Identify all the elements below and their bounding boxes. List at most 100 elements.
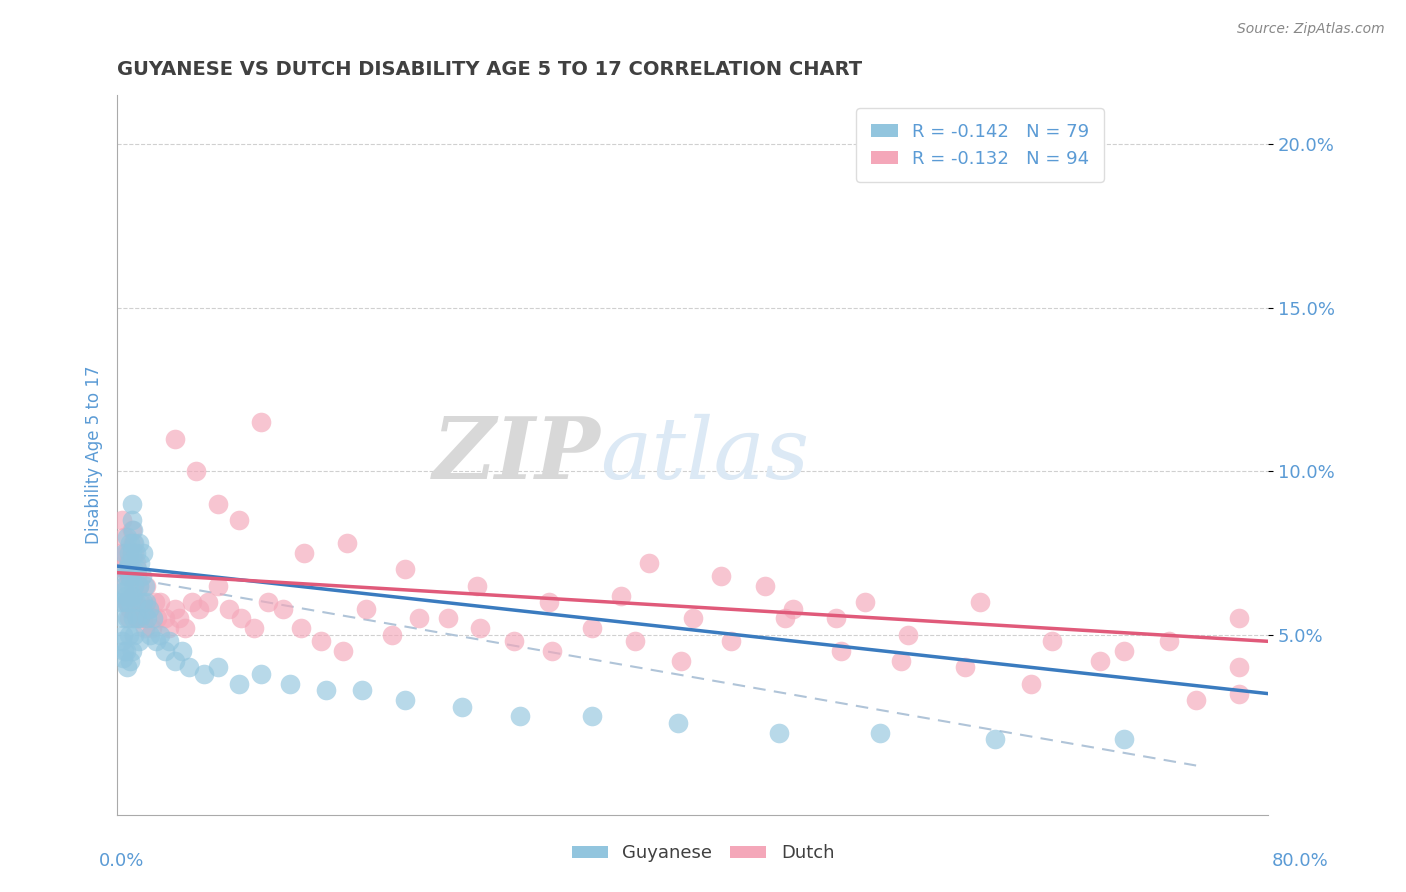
Point	[131, 569, 153, 583]
Point	[138, 601, 160, 615]
Point	[117, 530, 139, 544]
Point	[830, 644, 852, 658]
Point	[157, 634, 180, 648]
Point	[108, 595, 131, 609]
Point	[292, 546, 315, 560]
Point	[134, 579, 156, 593]
Text: atlas: atlas	[600, 414, 810, 496]
Point	[134, 621, 156, 635]
Point	[153, 611, 176, 625]
Point	[118, 546, 141, 560]
Point	[112, 530, 135, 544]
Point	[465, 579, 488, 593]
Point	[394, 562, 416, 576]
Point	[117, 595, 139, 609]
Point	[1227, 611, 1250, 625]
Point	[179, 660, 201, 674]
Point	[111, 562, 134, 576]
Point	[114, 562, 136, 576]
Point	[451, 699, 474, 714]
Point	[122, 589, 145, 603]
Point	[897, 628, 920, 642]
Point	[117, 611, 139, 625]
Point	[111, 628, 134, 642]
Point	[127, 569, 149, 583]
Point	[682, 611, 704, 625]
Point	[720, 634, 742, 648]
Point	[666, 716, 689, 731]
Point	[131, 601, 153, 615]
Point	[111, 650, 134, 665]
Point	[1227, 687, 1250, 701]
Point	[118, 569, 141, 583]
Point	[953, 660, 976, 674]
Point	[163, 654, 186, 668]
Point	[135, 595, 157, 609]
Point	[228, 677, 250, 691]
Point	[1185, 693, 1208, 707]
Point	[207, 497, 229, 511]
Point	[1114, 644, 1136, 658]
Point	[139, 628, 162, 642]
Point	[124, 579, 146, 593]
Point	[197, 595, 219, 609]
Text: GUYANESE VS DUTCH DISABILITY AGE 5 TO 17 CORRELATION CHART: GUYANESE VS DUTCH DISABILITY AGE 5 TO 17…	[117, 60, 862, 78]
Point	[118, 611, 141, 625]
Point	[394, 693, 416, 707]
Point	[503, 634, 526, 648]
Point	[153, 644, 176, 658]
Point	[117, 660, 139, 674]
Point	[121, 644, 143, 658]
Point	[121, 513, 143, 527]
Point	[114, 589, 136, 603]
Point	[669, 654, 692, 668]
Point	[124, 628, 146, 642]
Text: 80.0%: 80.0%	[1272, 852, 1329, 870]
Point	[118, 556, 141, 570]
Point	[278, 677, 301, 691]
Point	[122, 523, 145, 537]
Point	[108, 546, 131, 560]
Point	[128, 634, 150, 648]
Point	[768, 726, 790, 740]
Point	[983, 732, 1005, 747]
Point	[121, 497, 143, 511]
Text: ZIP: ZIP	[433, 413, 600, 497]
Point	[120, 595, 142, 609]
Point	[243, 621, 266, 635]
Point	[350, 683, 373, 698]
Point	[193, 667, 215, 681]
Point	[1157, 634, 1180, 648]
Point	[890, 654, 912, 668]
Point	[163, 432, 186, 446]
Point	[136, 611, 159, 625]
Point	[1114, 732, 1136, 747]
Point	[121, 523, 143, 537]
Point	[207, 660, 229, 674]
Point	[825, 611, 848, 625]
Point	[112, 546, 135, 560]
Point	[354, 601, 377, 615]
Point	[173, 621, 195, 635]
Point	[129, 556, 152, 570]
Point	[853, 595, 876, 609]
Point	[581, 621, 603, 635]
Point	[188, 601, 211, 615]
Point	[125, 556, 148, 570]
Point	[122, 562, 145, 576]
Point	[125, 595, 148, 609]
Point	[624, 634, 647, 648]
Point	[754, 579, 776, 593]
Text: 0.0%: 0.0%	[98, 852, 143, 870]
Point	[124, 536, 146, 550]
Point	[111, 611, 134, 625]
Point	[120, 654, 142, 668]
Point	[121, 589, 143, 603]
Point	[332, 644, 354, 658]
Point	[128, 536, 150, 550]
Point	[773, 611, 796, 625]
Point	[120, 569, 142, 583]
Point	[114, 546, 136, 560]
Point	[127, 562, 149, 576]
Point	[1019, 677, 1042, 691]
